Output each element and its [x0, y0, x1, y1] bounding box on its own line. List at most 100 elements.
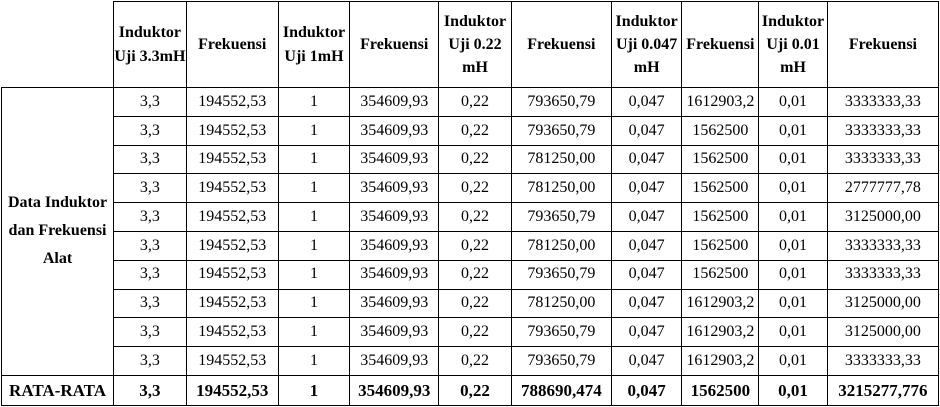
cell-inductor-3-3mh: 3,3: [113, 144, 187, 175]
cell-inductor-3-3mh: 3,3: [113, 288, 187, 319]
cell-frequency-0-047mh: 1562500: [681, 115, 760, 146]
table-row: Data Induktor dan Frekuensi Alat 3,3 19455…: [0, 87, 940, 376]
average-frequency-0-22mh: 788690,474: [510, 374, 612, 406]
cell-frequency-3-3mh: 194552,53: [185, 230, 279, 261]
cell-inductor-0-047mh: 0,047: [610, 87, 683, 117]
cell-inductor-1mh: 1: [277, 144, 351, 175]
cell-inductor-0-047mh: 0,047: [610, 173, 683, 204]
cell-inductor-0-01mh: 0,01: [758, 230, 828, 261]
cell-inductor-3-3mh: 3,3: [113, 87, 187, 117]
cell-inductor-3-3mh: 3,3: [113, 230, 187, 261]
cell-inductor-0-22mh: 0,22: [438, 202, 512, 232]
cell-inductor-0-01mh: 0,01: [758, 87, 828, 117]
header-frequency-3-3mh: Frekuensi: [185, 1, 279, 88]
cell-frequency-1mh: 354609,93: [349, 317, 440, 348]
cell-frequency-1mh: 354609,93: [349, 346, 440, 376]
cell-frequency-0-22mh: 793650,79: [510, 115, 612, 146]
cell-frequency-0-047mh: 1612903,2: [681, 288, 760, 319]
cell-inductor-0-01mh: 0,01: [758, 259, 828, 290]
cell-inductor-0-22mh: 0,22: [438, 317, 512, 348]
average-frequency-0-047mh: 1562500: [681, 374, 760, 406]
cell-inductor-0-047mh: 0,047: [610, 144, 683, 175]
cell-frequency-1mh: 354609,93: [349, 288, 440, 319]
cell-inductor-0-01mh: 0,01: [758, 144, 828, 175]
cell-frequency-0-22mh: 793650,79: [510, 346, 612, 376]
cell-frequency-0-047mh: 1562500: [681, 173, 760, 204]
cell-frequency-0-22mh: 781250,00: [510, 288, 612, 319]
cell-frequency-3-3mh: 194552,53: [185, 288, 279, 319]
table-row: 3,3 194552,53 1 354609,93 0,22 781250,00 0,047…: [2, 144, 940, 175]
average-frequency-0-01mh: 3215277,776: [826, 374, 940, 406]
cell-inductor-0-22mh: 0,22: [438, 115, 512, 146]
cell-frequency-3-3mh: 194552,53: [185, 173, 279, 204]
cell-inductor-0-22mh: 0,22: [438, 288, 512, 319]
cell-inductor-1mh: 1: [277, 87, 351, 117]
cell-frequency-3-3mh: 194552,53: [185, 144, 279, 175]
header-frequency-0-01mh: Frekuensi: [826, 1, 940, 88]
cell-inductor-1mh: 1: [277, 202, 351, 232]
cell-frequency-1mh: 354609,93: [349, 259, 440, 290]
cell-frequency-0-22mh: 781250,00: [510, 173, 612, 204]
header-inductor-0-22mh: Induktor Uji 0.22 mH: [438, 1, 512, 88]
cell-frequency-0-01mh: 3333333,33: [826, 230, 940, 261]
cell-inductor-0-047mh: 0,047: [610, 259, 683, 290]
cell-frequency-0-22mh: 781250,00: [510, 144, 612, 175]
cell-frequency-3-3mh: 194552,53: [185, 346, 279, 376]
average-inductor-0-01mh: 0,01: [758, 374, 828, 406]
row-group-label: Data Induktor dan Frekuensi Alat: [0, 87, 115, 376]
table-row: 3,3 194552,53 1 354609,93 0,22 793650,79 0,047…: [2, 317, 940, 348]
cell-frequency-3-3mh: 194552,53: [185, 317, 279, 348]
header-inductor-0-047mh: Induktor Uji 0.047 mH: [610, 1, 683, 88]
average-label: RATA-RATA: [0, 374, 115, 406]
header-frequency-0-047mh: Frekuensi: [681, 1, 760, 88]
cell-frequency-0-047mh: 1612903,2: [681, 87, 760, 117]
cell-inductor-1mh: 1: [277, 230, 351, 261]
cell-inductor-0-047mh: 0,047: [610, 115, 683, 146]
cell-inductor-0-01mh: 0,01: [758, 115, 828, 146]
average-inductor-0-047mh: 0,047: [610, 374, 683, 406]
table-row: 3,3 194552,53 1 354609,93 0,22 781250,00 0,047…: [2, 230, 940, 261]
cell-frequency-3-3mh: 194552,53: [185, 115, 279, 146]
cell-frequency-0-047mh: 1562500: [681, 144, 760, 175]
table-row: 3,3 194552,53 1 354609,93 0,22 793650,79 0,047…: [2, 346, 940, 376]
cell-inductor-1mh: 1: [277, 317, 351, 348]
cell-frequency-0-01mh: 3333333,33: [826, 115, 940, 146]
cell-inductor-0-01mh: 0,01: [758, 317, 828, 348]
cell-frequency-0-01mh: 3333333,33: [826, 259, 940, 290]
table-row: 3,3 194552,53 1 354609,93 0,22 793650,79 0,047…: [2, 202, 940, 232]
average-inductor-3-3mh: 3,3: [113, 374, 187, 406]
cell-inductor-0-01mh: 0,01: [758, 346, 828, 376]
cell-inductor-0-047mh: 0,047: [610, 317, 683, 348]
cell-frequency-1mh: 354609,93: [349, 230, 440, 261]
cell-frequency-0-047mh: 1562500: [681, 259, 760, 290]
cell-frequency-0-01mh: 3333333,33: [826, 87, 940, 117]
cell-frequency-0-22mh: 793650,79: [510, 87, 612, 117]
header-inductor-0-01mh: Induktor Uji 0.01 mH: [758, 1, 828, 88]
cell-inductor-0-01mh: 0,01: [758, 288, 828, 319]
cell-inductor-0-01mh: 0,01: [758, 173, 828, 204]
table-row: 3,3 194552,53 1 354609,93 0,22 781250,00 0,047…: [2, 288, 940, 319]
cell-inductor-3-3mh: 3,3: [113, 346, 187, 376]
cell-frequency-0-22mh: 793650,79: [510, 317, 612, 348]
cell-frequency-1mh: 354609,93: [349, 202, 440, 232]
cell-frequency-3-3mh: 194552,53: [185, 259, 279, 290]
header-inductor-1mh: Induktor Uji 1mH: [277, 1, 351, 88]
cell-frequency-0-01mh: 3125000,00: [826, 288, 940, 319]
cell-inductor-1mh: 1: [277, 173, 351, 204]
cell-inductor-0-047mh: 0,047: [610, 202, 683, 232]
cell-frequency-0-01mh: 3125000,00: [826, 202, 940, 232]
cell-frequency-3-3mh: 194552,53: [185, 87, 279, 117]
cell-inductor-1mh: 1: [277, 259, 351, 290]
cell-frequency-1mh: 354609,93: [349, 144, 440, 175]
cell-inductor-0-22mh: 0,22: [438, 346, 512, 376]
cell-frequency-0-22mh: 793650,79: [510, 202, 612, 232]
cell-inductor-3-3mh: 3,3: [113, 202, 187, 232]
cell-inductor-0-047mh: 0,047: [610, 346, 683, 376]
cell-frequency-0-22mh: 793650,79: [510, 259, 612, 290]
cell-inductor-0-22mh: 0,22: [438, 230, 512, 261]
table-row: 3,3 194552,53 1 354609,93 0,22 793650,79 0,047…: [2, 259, 940, 290]
cell-inductor-0-047mh: 0,047: [610, 230, 683, 261]
cell-frequency-0-047mh: 1612903,2: [681, 346, 760, 376]
average-row: RATA-RATA 3,3 194552,53 1 354609,93 0,22 78869…: [0, 374, 940, 406]
average-frequency-3-3mh: 194552,53: [185, 374, 279, 406]
